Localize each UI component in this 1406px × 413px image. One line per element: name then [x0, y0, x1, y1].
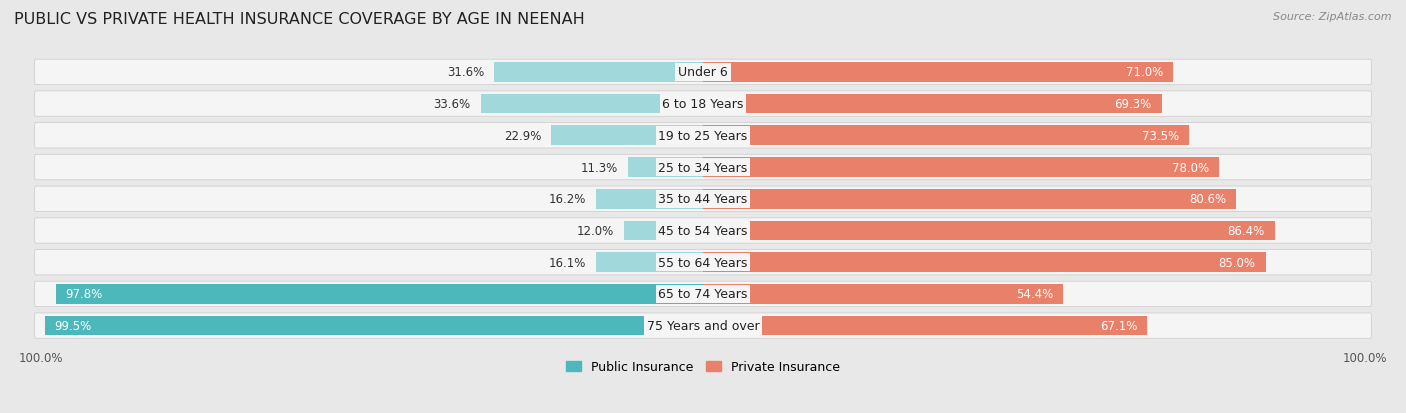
Text: 45 to 54 Years: 45 to 54 Years — [658, 224, 748, 237]
Text: 25 to 34 Years: 25 to 34 Years — [658, 161, 748, 174]
Bar — [703, 63, 1173, 83]
Text: PUBLIC VS PRIVATE HEALTH INSURANCE COVERAGE BY AGE IN NEENAH: PUBLIC VS PRIVATE HEALTH INSURANCE COVER… — [14, 12, 585, 27]
Bar — [703, 221, 1275, 241]
Text: 86.4%: 86.4% — [1227, 224, 1265, 237]
Text: 12.0%: 12.0% — [576, 224, 613, 237]
Bar — [703, 253, 1265, 272]
Text: 78.0%: 78.0% — [1173, 161, 1209, 174]
FancyBboxPatch shape — [35, 155, 1371, 180]
Bar — [551, 126, 703, 146]
FancyBboxPatch shape — [35, 123, 1371, 149]
Text: 73.5%: 73.5% — [1142, 130, 1180, 142]
FancyBboxPatch shape — [35, 187, 1371, 212]
Text: 35 to 44 Years: 35 to 44 Years — [658, 193, 748, 206]
Bar — [624, 221, 703, 241]
Text: 55 to 64 Years: 55 to 64 Years — [658, 256, 748, 269]
Text: 69.3%: 69.3% — [1115, 98, 1152, 111]
Text: 67.1%: 67.1% — [1099, 319, 1137, 332]
Text: 33.6%: 33.6% — [433, 98, 471, 111]
Bar — [628, 158, 703, 178]
Bar — [596, 190, 703, 209]
Bar — [45, 316, 703, 336]
Text: 80.6%: 80.6% — [1189, 193, 1226, 206]
Bar — [494, 63, 703, 83]
Text: 85.0%: 85.0% — [1219, 256, 1256, 269]
FancyBboxPatch shape — [35, 250, 1371, 275]
Text: 6 to 18 Years: 6 to 18 Years — [662, 98, 744, 111]
Text: 16.2%: 16.2% — [548, 193, 586, 206]
Text: 65 to 74 Years: 65 to 74 Years — [658, 288, 748, 301]
Text: Source: ZipAtlas.com: Source: ZipAtlas.com — [1274, 12, 1392, 22]
Text: 11.3%: 11.3% — [581, 161, 619, 174]
Bar — [703, 316, 1147, 336]
Text: 19 to 25 Years: 19 to 25 Years — [658, 130, 748, 142]
Bar — [703, 95, 1161, 114]
Text: 97.8%: 97.8% — [66, 288, 103, 301]
Text: 99.5%: 99.5% — [55, 319, 91, 332]
Text: 54.4%: 54.4% — [1015, 288, 1053, 301]
FancyBboxPatch shape — [35, 60, 1371, 85]
Bar — [703, 158, 1219, 178]
Bar — [703, 285, 1063, 304]
FancyBboxPatch shape — [35, 282, 1371, 307]
Text: 71.0%: 71.0% — [1126, 66, 1163, 79]
Text: Under 6: Under 6 — [678, 66, 728, 79]
Text: 16.1%: 16.1% — [550, 256, 586, 269]
Bar — [703, 190, 1236, 209]
Text: 75 Years and over: 75 Years and over — [647, 319, 759, 332]
Legend: Public Insurance, Private Insurance: Public Insurance, Private Insurance — [561, 356, 845, 378]
Bar — [56, 285, 703, 304]
FancyBboxPatch shape — [35, 92, 1371, 117]
FancyBboxPatch shape — [35, 218, 1371, 244]
Bar — [703, 126, 1189, 146]
FancyBboxPatch shape — [35, 313, 1371, 339]
Text: 22.9%: 22.9% — [505, 130, 541, 142]
Bar — [481, 95, 703, 114]
Bar — [596, 253, 703, 272]
Text: 31.6%: 31.6% — [447, 66, 484, 79]
